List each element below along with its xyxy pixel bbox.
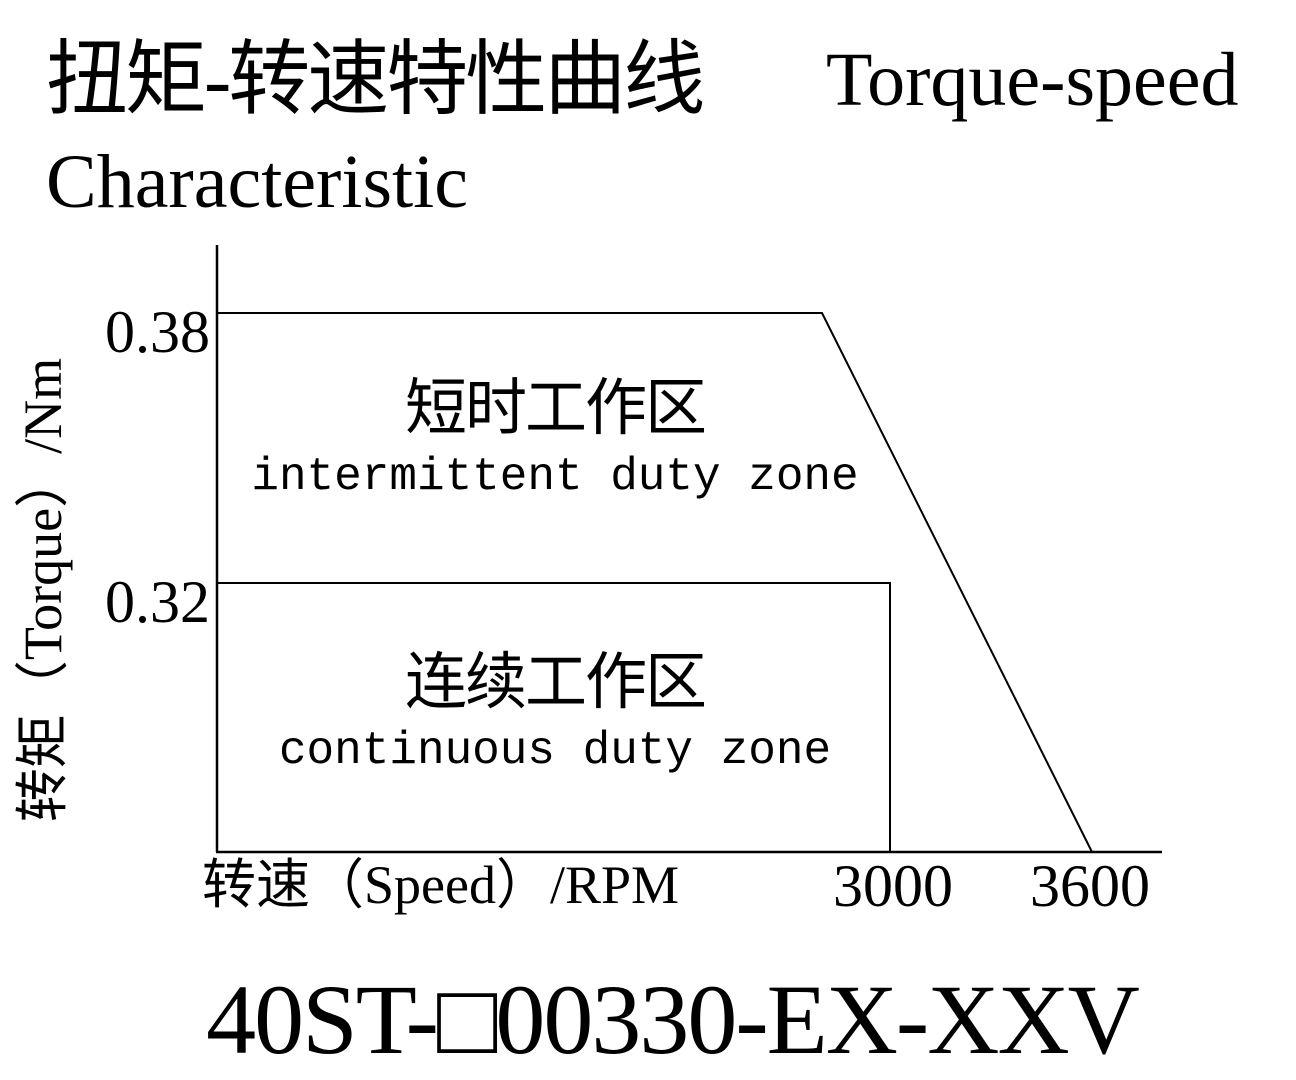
figure-title-zh: 扭矩-转速特性曲线	[46, 34, 705, 125]
x-axis-label: 转速（Speed）/RPM	[202, 855, 680, 915]
y-tick-0-32: 0.32	[105, 569, 210, 635]
model-code: 40ST-□00330-EX-XXV	[206, 964, 1140, 1075]
continuous-zone-label-zh: 连续工作区	[404, 649, 707, 717]
continuous-zone-label-en: continuous duty zone	[278, 725, 832, 777]
intermittent-zone-boundary-line	[217, 312, 1093, 853]
intermittent-zone-label: 短时工作区 intermittent duty zone	[251, 372, 858, 506]
figure-title-en-line2: Characteristic	[46, 140, 469, 224]
x-tick-3000: 3000	[833, 853, 953, 919]
intermittent-zone-label-zh: 短时工作区	[404, 375, 707, 443]
continuous-zone-boundary-line	[217, 582, 891, 852]
figure-title-en-line1: Torque-speed	[826, 38, 1239, 122]
x-tick-3600: 3600	[1030, 853, 1150, 919]
y-tick-0-38: 0.38	[105, 299, 210, 365]
intermittent-zone-label-en: intermittent duty zone	[251, 451, 859, 503]
continuous-zone-label: 连续工作区 continuous duty zone	[279, 646, 831, 780]
